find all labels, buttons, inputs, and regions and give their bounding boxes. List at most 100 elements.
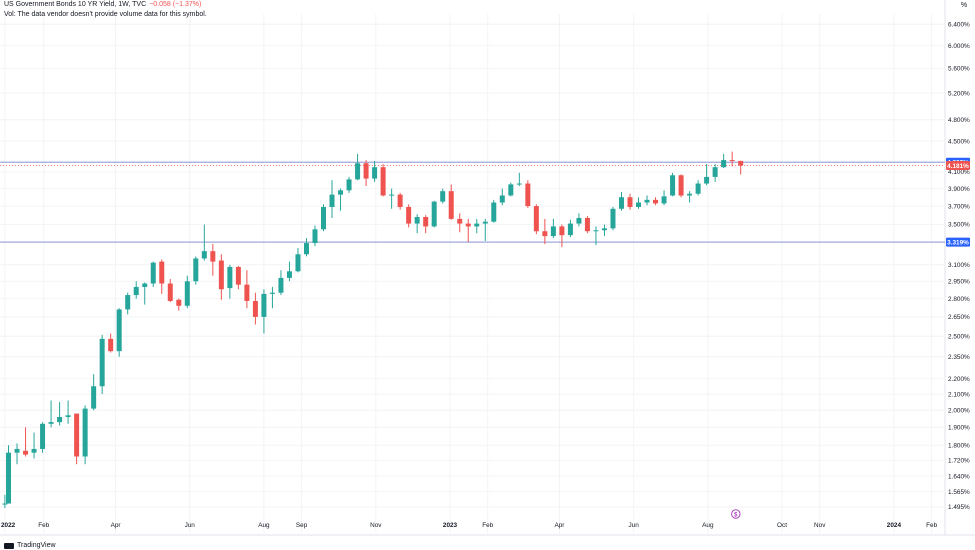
candle-body bbox=[491, 202, 497, 222]
candle-body bbox=[533, 206, 539, 232]
candle-body bbox=[201, 251, 207, 259]
level-badge-label: 3.319% bbox=[947, 239, 969, 246]
candle-body bbox=[363, 163, 369, 179]
candle-body bbox=[116, 309, 122, 352]
chart-header: US Government Bonds 10 YR Yield, 1W, TVC… bbox=[4, 0, 207, 20]
candle-body bbox=[312, 229, 318, 244]
time-tick-label: Apr bbox=[554, 522, 565, 529]
time-tick-label: Feb bbox=[482, 522, 493, 529]
candles bbox=[2, 151, 744, 508]
candle-body bbox=[601, 228, 607, 231]
candle-body bbox=[508, 184, 514, 196]
price-tick-label: 2.650% bbox=[948, 314, 970, 321]
candle-body bbox=[448, 191, 454, 219]
price-tick-label: 2.100% bbox=[948, 391, 970, 398]
time-tick-label: 2023 bbox=[443, 522, 458, 529]
price-tick-label: 3.500% bbox=[948, 222, 970, 229]
price-tick-label: 1.800% bbox=[948, 442, 970, 449]
time-tick-label: 2024 bbox=[887, 522, 902, 529]
price-tick-label: 5.600% bbox=[948, 66, 970, 73]
candle-body bbox=[82, 408, 88, 457]
candle-body bbox=[559, 226, 565, 236]
candle-body bbox=[687, 193, 693, 196]
candle-body bbox=[355, 163, 361, 180]
candle-body bbox=[712, 167, 718, 177]
candle-body bbox=[303, 243, 309, 255]
candle-body bbox=[457, 218, 463, 224]
price-tick-label: 1.720% bbox=[948, 458, 970, 465]
candle-body bbox=[499, 195, 505, 203]
price-tick-label: 5.200% bbox=[948, 90, 970, 97]
unit-toggle-button[interactable]: % bbox=[960, 2, 968, 9]
candle-body bbox=[125, 295, 131, 310]
candle-body bbox=[440, 191, 446, 202]
candle-body bbox=[91, 386, 97, 409]
price-tick-label: 2.500% bbox=[948, 333, 970, 340]
candle-body bbox=[142, 283, 148, 287]
brand-label: TradingView bbox=[17, 542, 56, 549]
candle-body bbox=[423, 217, 429, 227]
candle-body bbox=[738, 160, 744, 166]
price-tick-label: 1.900% bbox=[948, 424, 970, 431]
price-tick-label: 3.100% bbox=[948, 262, 970, 269]
candle-body bbox=[567, 223, 573, 236]
candle-body bbox=[2, 503, 8, 505]
candle-body bbox=[593, 230, 599, 232]
price-tick-label: 1.495% bbox=[948, 504, 970, 511]
candle-body bbox=[474, 223, 480, 227]
time-tick-label: Aug bbox=[258, 522, 270, 529]
event-marker-glyph: $ bbox=[734, 512, 738, 518]
price-tick-label: 2.000% bbox=[948, 407, 970, 414]
last-price-label: 4.181% bbox=[947, 163, 969, 170]
candle-body bbox=[516, 183, 522, 185]
candle-body bbox=[414, 217, 420, 224]
symbol-title[interactable]: US Government Bonds 10 YR Yield, 1W, TVC bbox=[4, 1, 147, 8]
tradingview-logo[interactable]: TradingView bbox=[4, 542, 56, 549]
price-tick-label: 1.640% bbox=[948, 473, 970, 480]
tradingview-icon bbox=[4, 542, 14, 549]
candle-body bbox=[261, 293, 267, 317]
price-tick-label: 4.500% bbox=[948, 138, 970, 145]
candle-body bbox=[338, 190, 344, 195]
candle-body bbox=[159, 261, 165, 284]
time-tick-label: Nov bbox=[814, 522, 826, 529]
candle-body bbox=[618, 197, 624, 209]
price-change: −0.058 (−1.37%) bbox=[149, 1, 202, 8]
candle-body bbox=[227, 266, 233, 289]
candle-body bbox=[74, 413, 80, 457]
candle-body bbox=[661, 196, 667, 204]
candle-body bbox=[193, 258, 199, 282]
candle-body bbox=[23, 450, 29, 455]
candle-body bbox=[729, 160, 735, 162]
candle-body bbox=[57, 416, 63, 423]
candle-body bbox=[372, 167, 378, 179]
chart-grid bbox=[0, 0, 975, 536]
price-tick-label: 6.000% bbox=[948, 43, 970, 50]
candle-body bbox=[389, 194, 395, 196]
price-tick-label: 4.800% bbox=[948, 117, 970, 124]
candle-body bbox=[653, 199, 659, 204]
candle-body bbox=[252, 300, 258, 317]
volume-note: Vol: The data vendor doesn't provide vol… bbox=[4, 11, 207, 18]
candle-body bbox=[48, 422, 54, 424]
candle-body bbox=[695, 183, 701, 194]
candle-body bbox=[210, 251, 216, 262]
candle-body bbox=[108, 338, 114, 352]
candle-body bbox=[482, 221, 488, 224]
candle-body bbox=[397, 194, 403, 207]
event-marker-icon[interactable] bbox=[731, 509, 741, 519]
candle-body bbox=[31, 448, 37, 453]
candle-body bbox=[465, 223, 471, 227]
price-tick-label: 2.350% bbox=[948, 354, 970, 361]
candle-body bbox=[542, 231, 548, 237]
candle-body bbox=[269, 292, 275, 294]
price-axis: 6.400% 6.000% 5.600% 5.200% 4.800% 4.500% 4.10… bbox=[946, 21, 970, 511]
candle-body bbox=[150, 262, 156, 284]
price-tick-label: 4.100% bbox=[948, 169, 970, 176]
candle-body bbox=[627, 197, 633, 207]
candle-body bbox=[286, 271, 292, 278]
candle-body bbox=[278, 277, 284, 293]
price-tick-label: 1.565% bbox=[948, 489, 970, 496]
candle-body bbox=[678, 175, 684, 196]
